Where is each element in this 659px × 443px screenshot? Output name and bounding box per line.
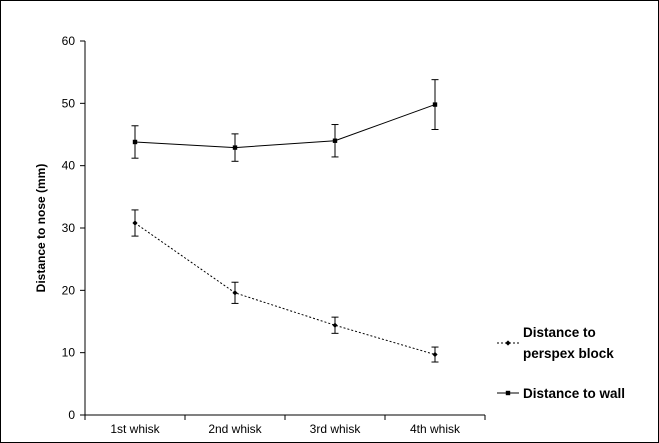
series-distance-to-wall bbox=[131, 79, 439, 162]
series-distance-to-perspex-block bbox=[131, 209, 439, 363]
legend: Distance to perspex block Distance to wall bbox=[497, 325, 625, 401]
axes: 0 10 20 30 40 50 60 1st whisk 2nd whisk 3rd whisk… bbox=[62, 34, 486, 436]
legend-swatch-marker bbox=[505, 340, 511, 346]
data-point bbox=[332, 322, 338, 328]
y-tick-label: 0 bbox=[68, 408, 75, 422]
legend-label: Distance to wall bbox=[523, 386, 625, 401]
x-tick-label: 2nd whisk bbox=[208, 422, 262, 436]
y-axis-title: Distance to nose (mm) bbox=[34, 164, 48, 293]
series-line bbox=[134, 222, 436, 356]
y-tick-label: 20 bbox=[62, 283, 76, 297]
data-point bbox=[132, 139, 138, 145]
y-tick-label: 60 bbox=[62, 34, 76, 48]
legend-label: Distance to bbox=[523, 325, 596, 340]
data-point bbox=[332, 138, 338, 143]
legend-item: Distance to perspex block bbox=[497, 325, 614, 361]
legend-swatch-marker bbox=[505, 390, 511, 396]
data-point bbox=[132, 220, 138, 226]
x-tick-label: 1st whisk bbox=[110, 422, 160, 436]
series-layer bbox=[131, 79, 439, 363]
legend-label: perspex block bbox=[523, 346, 614, 361]
y-tick-label: 40 bbox=[62, 159, 76, 173]
x-tick-label: 4th whisk bbox=[410, 422, 461, 436]
y-tick-label: 10 bbox=[62, 346, 76, 360]
data-point bbox=[232, 145, 238, 150]
y-tick-label: 30 bbox=[62, 221, 76, 235]
data-point bbox=[232, 290, 238, 296]
x-tick-label: 3rd whisk bbox=[310, 422, 362, 436]
y-tick-label: 50 bbox=[62, 96, 76, 110]
legend-item: Distance to wall bbox=[497, 386, 625, 401]
series-line bbox=[134, 104, 436, 149]
data-point bbox=[432, 351, 438, 358]
data-point bbox=[432, 102, 438, 107]
